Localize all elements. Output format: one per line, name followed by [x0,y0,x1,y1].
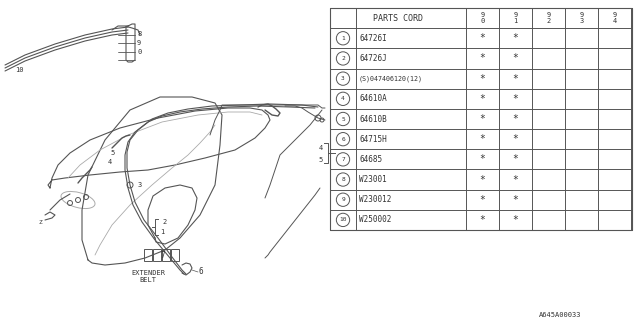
Text: *: * [479,215,485,225]
Text: *: * [513,134,518,144]
Text: 9
4: 9 4 [612,12,616,24]
Text: *: * [513,215,518,225]
Text: W250002: W250002 [359,215,392,224]
Text: 9: 9 [341,197,345,202]
Text: 64610B: 64610B [359,115,387,124]
Text: 7: 7 [341,157,345,162]
Text: 64610A: 64610A [359,94,387,103]
Text: A645A00033: A645A00033 [539,312,581,318]
Text: *: * [513,195,518,205]
Text: 9
0: 9 0 [481,12,484,24]
Text: 9
1: 9 1 [513,12,518,24]
Bar [330,8,632,230]
Text: *: * [513,154,518,164]
Text: W230012: W230012 [359,195,392,204]
Text: W23001: W23001 [359,175,387,184]
Text: *: * [513,33,518,43]
Text: 10: 10 [339,217,347,222]
Text: 9
2: 9 2 [547,12,550,24]
Text: 4: 4 [341,96,345,101]
Text: 9
3: 9 3 [579,12,584,24]
Text: *: * [479,114,485,124]
Bar [144,249,152,261]
Text: 3: 3 [341,76,345,81]
Text: 1: 1 [341,36,345,41]
Text: PARTS CORD: PARTS CORD [373,13,423,23]
Text: *: * [479,195,485,205]
Text: 5: 5 [319,157,323,163]
Text: 64726I: 64726I [359,34,387,43]
Text: 64715H: 64715H [359,135,387,144]
Text: *: * [479,33,485,43]
Text: EXTENDER
BELT: EXTENDER BELT [131,270,165,284]
Text: 8: 8 [341,177,345,182]
Text: *: * [513,53,518,63]
Text: 8: 8 [137,31,141,37]
Text: 9: 9 [137,40,141,46]
Text: Z: Z [38,220,42,225]
Text: *: * [513,74,518,84]
Text: 10: 10 [15,67,24,73]
Text: *: * [479,94,485,104]
Text: 5: 5 [110,150,115,156]
Text: 64685: 64685 [359,155,382,164]
Text: 1: 1 [160,229,164,235]
Text: 2: 2 [162,219,166,225]
Text: *: * [479,74,485,84]
Text: *: * [513,114,518,124]
Bar [153,249,161,261]
Text: 7: 7 [160,251,164,260]
Text: 6: 6 [198,268,203,276]
Text: *: * [479,154,485,164]
Text: 4: 4 [319,145,323,151]
Text: *: * [513,174,518,185]
Text: (S)047406120(12): (S)047406120(12) [359,76,423,82]
Bar [171,249,179,261]
Text: 3: 3 [138,182,142,188]
Text: 0: 0 [137,49,141,55]
Text: 6: 6 [341,137,345,142]
Text: 64726J: 64726J [359,54,387,63]
Text: 5: 5 [341,116,345,122]
Text: 2: 2 [341,56,345,61]
Text: *: * [479,53,485,63]
Bar [162,249,170,261]
Text: *: * [479,174,485,185]
Text: *: * [513,94,518,104]
Text: *: * [479,134,485,144]
Text: 4: 4 [108,159,112,165]
